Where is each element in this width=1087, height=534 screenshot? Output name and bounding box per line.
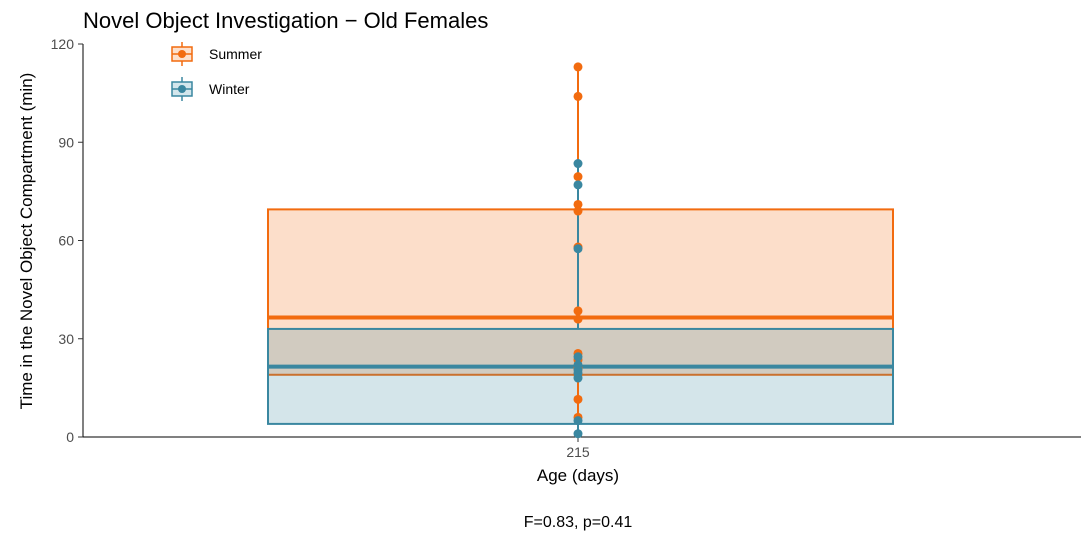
summer-point	[573, 206, 583, 216]
winter-point	[573, 244, 583, 254]
y-tick-label: 120	[51, 36, 75, 52]
x-ticks: 215	[566, 437, 590, 460]
y-tick-label: 30	[58, 331, 74, 347]
summer-point	[573, 199, 583, 209]
legend: Summer Winter	[171, 42, 262, 101]
winter-point	[573, 416, 583, 426]
summer-point	[573, 91, 583, 101]
legend-label: Summer	[209, 46, 262, 62]
legend-key-point	[178, 50, 186, 58]
summer-point	[573, 306, 583, 316]
y-tick-label: 0	[66, 429, 74, 445]
legend-item-summer: Summer	[171, 42, 262, 66]
summer-point	[573, 394, 583, 404]
summer-box	[267, 208, 894, 376]
winter-point	[573, 159, 583, 169]
x-tick-label: 215	[566, 444, 590, 460]
y-axis-label: Time in the Novel Object Compartment (mi…	[17, 73, 36, 410]
points	[573, 62, 583, 439]
stats-caption: F=0.83, p=0.41	[524, 514, 633, 531]
summer-point	[573, 314, 583, 324]
winter-point	[573, 352, 583, 362]
legend-item-winter: Winter	[171, 77, 250, 101]
chart-title: Novel Object Investigation − Old Females	[83, 8, 488, 33]
x-axis-label: Age (days)	[537, 466, 619, 485]
y-tick-label: 90	[58, 134, 74, 150]
summer-point	[573, 62, 583, 72]
summer-point	[573, 172, 583, 182]
legend-key-point	[178, 85, 186, 93]
winter-point	[573, 373, 583, 383]
y-ticks: 0 30 60 90 120	[51, 36, 83, 445]
winter-point	[573, 429, 583, 439]
legend-label: Winter	[209, 81, 250, 97]
winter-point	[573, 180, 583, 190]
y-tick-label: 60	[58, 233, 74, 249]
